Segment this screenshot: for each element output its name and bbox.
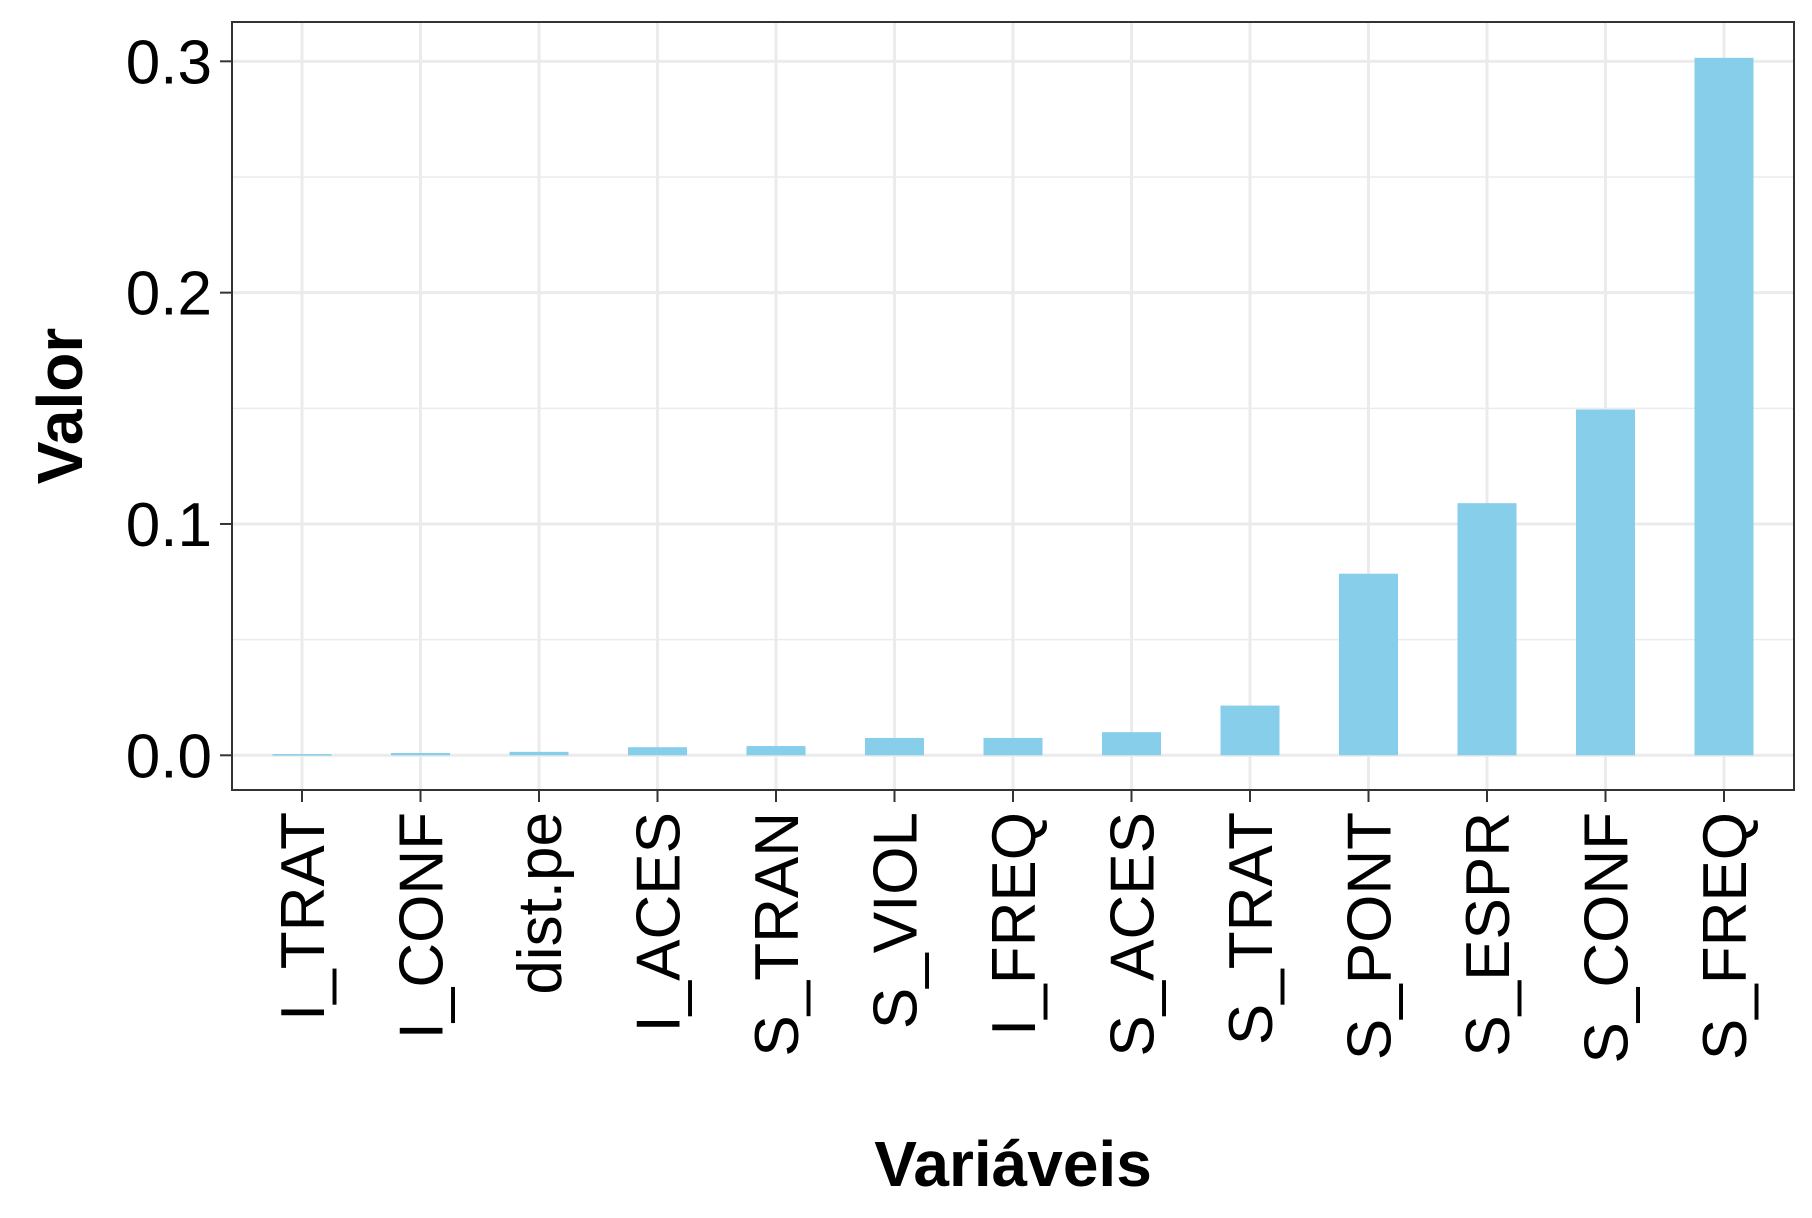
bar-dist-pe bbox=[509, 751, 569, 756]
y-tick-labels: 0.0 0.1 0.2 0.3 bbox=[126, 28, 212, 791]
bar-s-trat bbox=[1220, 705, 1280, 756]
x-tick-label: S_VIOL bbox=[862, 812, 931, 1029]
grid-lines bbox=[232, 22, 1794, 790]
bar-s-tran bbox=[746, 746, 806, 756]
bar-i-freq bbox=[983, 737, 1043, 756]
x-axis-title: Variáveis bbox=[874, 1128, 1152, 1200]
bars bbox=[272, 57, 1754, 756]
bar-i-trat bbox=[272, 754, 332, 756]
x-tick-label: S_TRAN bbox=[743, 812, 812, 1057]
y-tick-label: 0.1 bbox=[126, 491, 212, 560]
x-tick-label: S_PONT bbox=[1336, 812, 1405, 1060]
x-tick-label: I_TRAT bbox=[269, 812, 338, 1021]
x-tick-label: S_FREQ bbox=[1691, 812, 1760, 1060]
y-axis-title: Valor bbox=[24, 328, 96, 485]
x-tick-label: S_CONF bbox=[1573, 812, 1642, 1063]
bar-s-freq bbox=[1694, 57, 1754, 756]
x-tick-label: I_ACES bbox=[625, 812, 694, 1033]
x-tick-label: S_ACES bbox=[1099, 812, 1168, 1057]
y-tick-label: 0.3 bbox=[126, 28, 212, 97]
y-tick-label: 0.2 bbox=[126, 260, 212, 329]
x-tick-label: I_CONF bbox=[388, 812, 457, 1039]
bar-s-aces bbox=[1102, 732, 1161, 756]
bar-s-pont bbox=[1339, 573, 1398, 756]
x-tick-label: S_ESPR bbox=[1454, 812, 1523, 1057]
x-tick-label: dist.pe bbox=[506, 812, 575, 995]
y-tick-label: 0.0 bbox=[126, 722, 212, 791]
x-tick-label: S_TRAT bbox=[1217, 812, 1286, 1045]
bar-s-viol bbox=[865, 737, 924, 756]
bar-i-aces bbox=[628, 747, 687, 756]
x-tick-label: I_FREQ bbox=[980, 812, 1049, 1036]
x-tick-labels: I_TRAT I_CONF dist.pe I_ACES S_TRAN S_VIOL I_F… bbox=[269, 812, 1760, 1063]
bar-s-espr bbox=[1457, 503, 1517, 756]
bar-s-conf bbox=[1576, 409, 1635, 756]
bar-i-conf bbox=[391, 752, 450, 756]
axis-ticks bbox=[220, 60, 1725, 802]
